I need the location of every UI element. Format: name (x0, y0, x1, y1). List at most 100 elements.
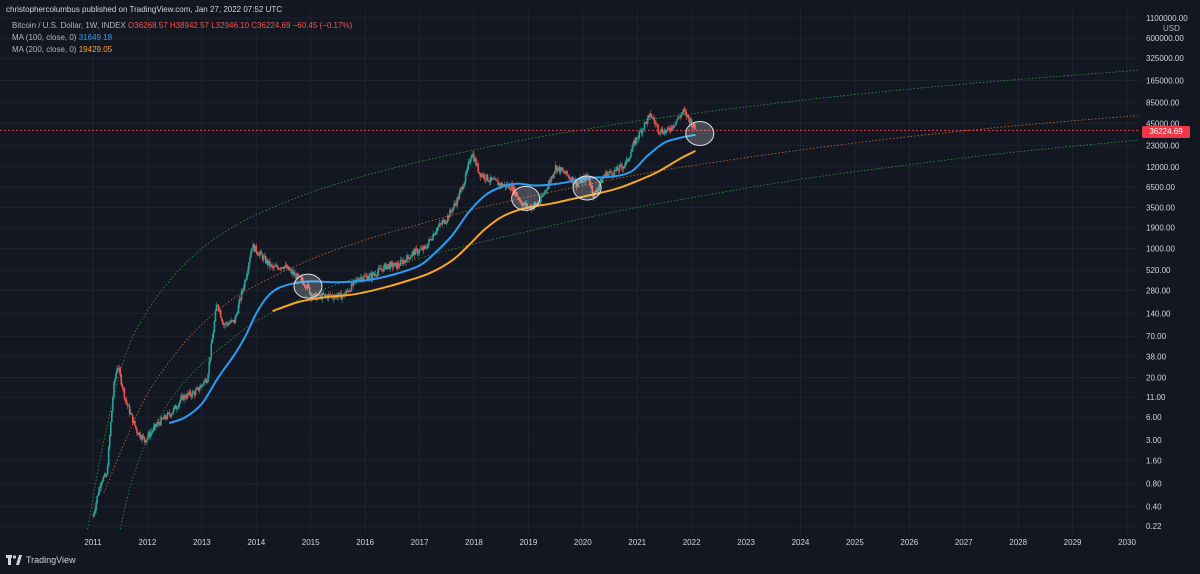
candle-body (141, 435, 143, 440)
candle-body (686, 114, 689, 117)
candle-body (545, 190, 547, 191)
candle-body (484, 179, 487, 181)
candle-body (544, 190, 546, 194)
candle-body (221, 320, 224, 325)
candle-body (481, 173, 484, 177)
candle-body (332, 297, 335, 299)
candle-body (615, 167, 618, 171)
price-tick-label: 12000.00 (1146, 163, 1180, 172)
candle-body (263, 256, 266, 257)
candle-body (420, 247, 423, 249)
candle-body (192, 391, 195, 393)
price-tick-label: 6500.00 (1146, 183, 1175, 192)
candle-body (524, 202, 527, 206)
candle-body (385, 263, 387, 270)
candle-body (361, 277, 363, 281)
tradingview-brand[interactable]: TradingView (6, 555, 76, 565)
candle-body (144, 440, 147, 443)
candle-body (496, 180, 498, 181)
candle-body (636, 137, 639, 139)
candle-body (190, 395, 193, 397)
candle-body (236, 313, 239, 315)
candle-body (414, 248, 417, 256)
legend-ma200-row: MA (200, close, 0) 19429.05 (12, 45, 112, 54)
candle-body (129, 413, 132, 414)
price-tick-label: 70.00 (1146, 332, 1167, 341)
band_lower-line (119, 139, 1138, 530)
candle-body (100, 482, 103, 487)
candle-body (397, 263, 400, 266)
candle-body (478, 171, 480, 174)
candle-body (597, 187, 600, 192)
candle-body (167, 412, 170, 414)
candle-body (631, 148, 633, 153)
candle-body (147, 432, 150, 438)
candle-body (577, 182, 580, 184)
candle-body (684, 110, 687, 112)
candle-body (217, 305, 220, 311)
candle-body (176, 407, 179, 409)
candle-body (665, 130, 668, 133)
candle-body (95, 502, 97, 510)
candle-body (224, 324, 226, 326)
candle-body (626, 158, 629, 162)
candle-body (409, 257, 411, 260)
candle-body (472, 154, 474, 155)
candle-body (468, 161, 471, 163)
candle-body (303, 284, 306, 286)
candle-body (148, 432, 151, 437)
candle-body (596, 191, 599, 192)
log-regression-bands (87, 69, 1138, 530)
candle-body (623, 165, 626, 167)
candle-body (501, 183, 504, 187)
candle-body (616, 167, 619, 171)
candle-body (629, 157, 631, 160)
candle-body (419, 248, 422, 250)
candle-body (149, 432, 152, 437)
candle-body (283, 266, 286, 269)
candle-body (182, 395, 184, 401)
candle-body (661, 128, 664, 133)
candle-body (237, 304, 240, 314)
candle-body (418, 249, 421, 253)
candle-body (235, 313, 238, 317)
price-tick-label: 280.00 (1146, 287, 1171, 296)
candle-body (173, 405, 176, 409)
candle-body (427, 243, 429, 249)
candle-body (350, 283, 353, 292)
candle-body (302, 281, 305, 285)
candle-body (555, 165, 558, 172)
candle-body (541, 196, 543, 197)
candle-body (628, 159, 630, 162)
candle-body (390, 262, 393, 263)
candle-body (108, 435, 111, 448)
candle-body (265, 259, 268, 263)
candle-body (488, 181, 491, 183)
candle-body (498, 183, 500, 186)
candle-body (244, 279, 247, 281)
tradingview-logo-icon (6, 555, 22, 565)
candle-body (673, 125, 675, 128)
candle-body (546, 189, 549, 191)
time-axis: 2011 2012 2013 2014 2015 2016 2017 2018 2019 2020… (84, 538, 1136, 547)
candle-body (146, 437, 149, 440)
time-axis-background (0, 534, 1140, 552)
candle-body (392, 265, 395, 268)
candle-body (449, 209, 451, 218)
legend-ma100-value: 31649.18 (78, 33, 113, 42)
candle-body (169, 414, 172, 417)
candle-body (323, 294, 326, 295)
candle-body (321, 293, 323, 300)
candle-body (318, 293, 320, 297)
moving-averages (168, 133, 696, 425)
price-tick-label: 165000.00 (1146, 76, 1184, 85)
candle-body (152, 426, 155, 431)
candle-body (157, 421, 159, 425)
candle-body (533, 202, 536, 206)
candle-body (313, 294, 315, 298)
candle-body (197, 387, 200, 391)
candle-body (198, 388, 201, 391)
candle-body (511, 184, 514, 192)
candle-body (617, 170, 620, 172)
